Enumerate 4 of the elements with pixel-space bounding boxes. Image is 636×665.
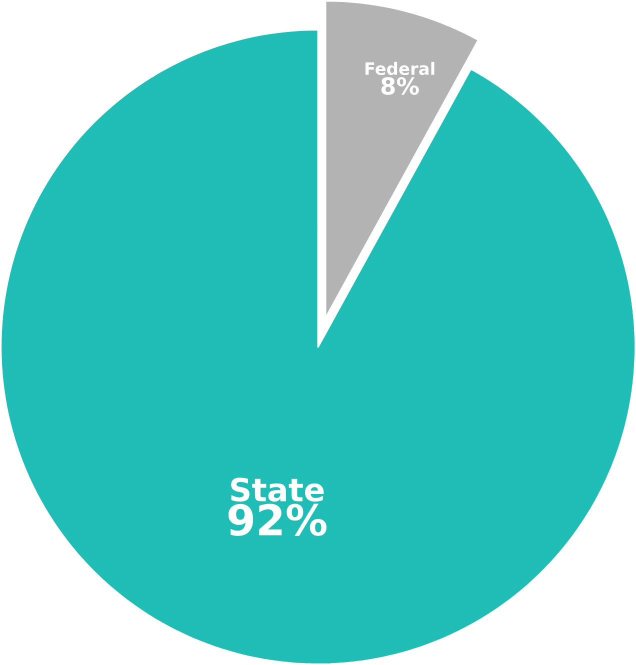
- slice-label: State: [231, 478, 324, 502]
- data-label: 92%: [228, 504, 326, 536]
- data-label: 8%: [381, 77, 419, 95]
- slice-label: Federal: [365, 62, 434, 76]
